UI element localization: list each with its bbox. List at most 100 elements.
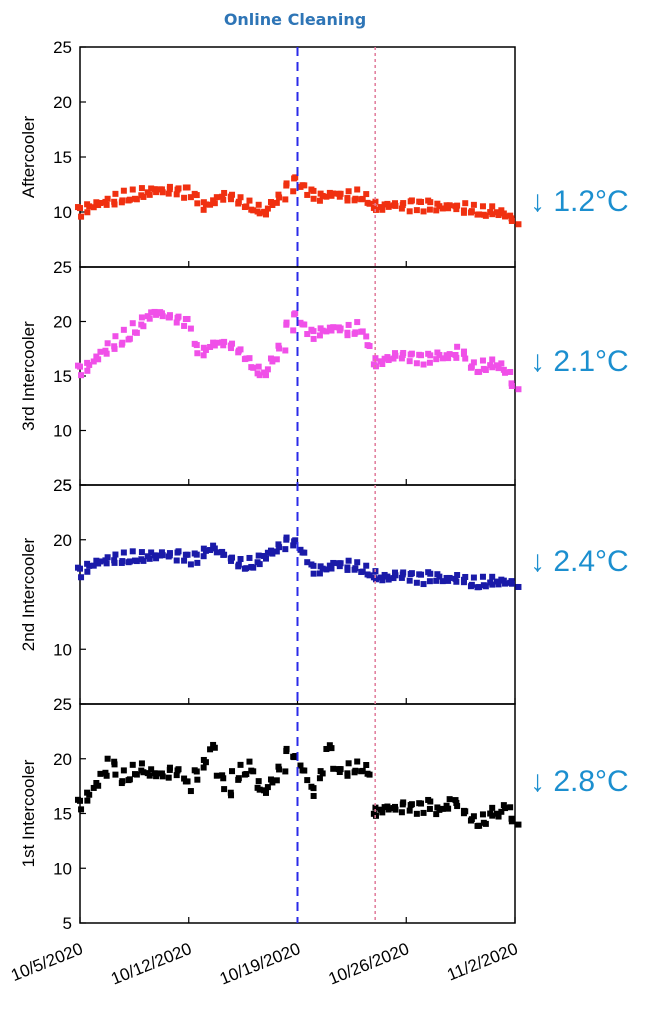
data-point <box>344 195 351 202</box>
data-point <box>406 577 413 584</box>
series-points <box>74 308 522 393</box>
data-point <box>282 196 289 203</box>
data-point <box>507 368 514 375</box>
data-point <box>326 324 333 331</box>
data-point <box>372 804 379 811</box>
data-point <box>502 213 509 220</box>
data-point <box>273 199 280 206</box>
x-tick-label: 10/12/2020 <box>108 939 194 988</box>
data-point <box>111 557 118 564</box>
data-point <box>452 575 459 582</box>
data-point <box>392 352 399 359</box>
data-point <box>119 558 126 565</box>
data-point <box>165 774 172 781</box>
data-point <box>148 309 155 316</box>
data-point <box>255 201 262 208</box>
data-point <box>434 200 441 207</box>
data-point <box>194 559 201 566</box>
data-point <box>291 754 298 761</box>
data-point <box>174 314 181 321</box>
data-point <box>148 185 155 192</box>
data-point <box>243 355 250 362</box>
data-point <box>470 813 477 820</box>
data-point <box>489 356 496 363</box>
data-point <box>146 772 153 779</box>
data-point <box>243 565 250 572</box>
data-point <box>330 190 337 197</box>
data-point <box>119 197 126 204</box>
data-point <box>352 329 359 336</box>
data-point <box>446 351 453 358</box>
data-point <box>482 212 489 219</box>
data-point <box>227 789 234 796</box>
data-point <box>446 796 453 803</box>
data-point <box>489 812 496 819</box>
data-point <box>345 188 352 195</box>
chart-title: Online Cleaning <box>223 10 367 29</box>
data-point <box>398 574 405 581</box>
data-point <box>84 367 91 374</box>
data-point <box>337 766 344 773</box>
data-point <box>200 553 207 560</box>
data-point <box>264 366 271 373</box>
data-point <box>264 205 271 212</box>
data-point <box>468 363 475 370</box>
data-point <box>181 322 188 329</box>
y-tick-label: 5 <box>63 476 72 495</box>
data-point <box>256 786 263 793</box>
data-point <box>210 542 217 549</box>
data-point <box>120 326 127 333</box>
data-point <box>434 804 441 811</box>
data-point <box>262 211 269 218</box>
data-point <box>379 361 386 368</box>
data-point <box>462 355 469 362</box>
data-point <box>508 382 515 389</box>
data-point <box>379 577 386 584</box>
data-point <box>297 762 304 769</box>
series-points <box>74 534 522 591</box>
data-point <box>460 207 467 214</box>
y-tick-label: 25 <box>53 38 72 57</box>
data-point <box>406 807 413 814</box>
data-point <box>173 772 180 779</box>
data-point <box>182 551 189 558</box>
data-point <box>90 562 97 569</box>
data-point <box>407 802 414 809</box>
y-axis-label: 1st Intercooler <box>19 759 38 867</box>
data-point <box>425 569 432 576</box>
data-point <box>476 584 483 591</box>
data-point <box>462 808 469 815</box>
data-point <box>104 755 111 762</box>
data-point <box>97 558 104 565</box>
data-point <box>237 346 244 353</box>
data-point <box>148 549 155 556</box>
data-point <box>200 764 207 771</box>
data-point <box>399 571 406 578</box>
data-point <box>304 331 311 338</box>
data-point <box>120 549 127 556</box>
data-point <box>140 323 147 330</box>
data-point <box>146 315 153 322</box>
data-point <box>308 326 315 333</box>
data-point <box>482 366 489 373</box>
data-point <box>426 206 433 213</box>
data-point <box>166 186 173 193</box>
data-point <box>443 202 450 209</box>
data-point <box>434 571 441 578</box>
y-tick-label: 20 <box>53 750 72 769</box>
data-point <box>420 361 427 368</box>
data-point <box>219 772 226 779</box>
data-point <box>187 788 194 795</box>
data-point <box>443 802 450 809</box>
data-point <box>111 343 118 350</box>
series-points <box>74 174 522 228</box>
data-point <box>269 550 276 557</box>
data-point <box>398 355 405 362</box>
data-point <box>138 760 145 767</box>
data-point <box>502 580 509 587</box>
data-point <box>229 340 236 347</box>
data-point <box>468 208 475 215</box>
data-point <box>153 555 160 562</box>
data-point <box>84 560 91 567</box>
data-point <box>366 343 373 350</box>
